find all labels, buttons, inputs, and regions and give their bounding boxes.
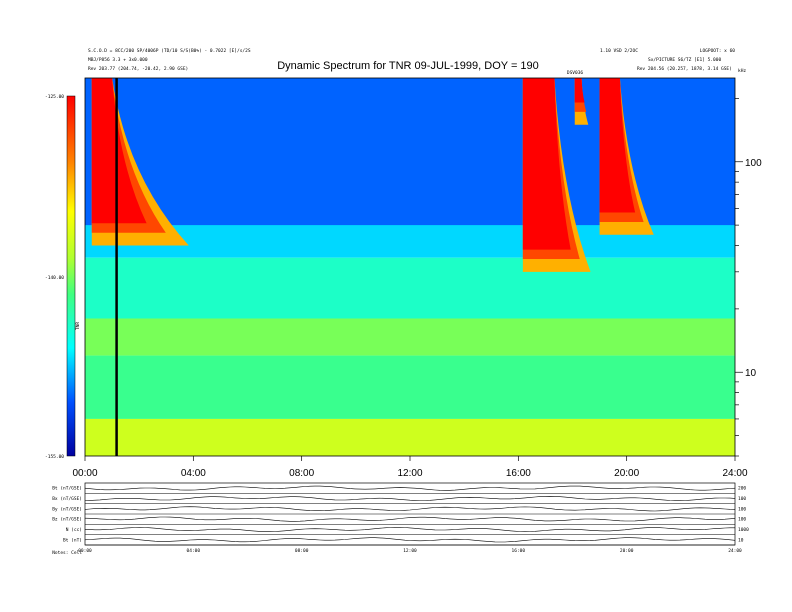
y-unit-label: kHz <box>738 68 746 74</box>
lower-row-trace <box>84 527 735 533</box>
lower-x-tick-label: 12:00 <box>403 548 417 554</box>
colorbar-min-label: -155.00 <box>45 454 64 460</box>
lower-row-label: Bx (nT/GSE) <box>52 496 82 502</box>
chart-title: Dynamic Spectrum for TNR 09-JUL-1999, DO… <box>277 60 539 72</box>
lower-row-label: Bt (nT) <box>63 537 82 543</box>
lower-row-scale: 200 <box>738 486 746 492</box>
x-tick-label: 04:00 <box>181 468 206 479</box>
y-axis: 100 10 <box>735 98 762 457</box>
colorbar-max-label: -125.00 <box>45 94 64 100</box>
lower-row-label: Bt (nT/GSE) <box>52 486 82 492</box>
x-tick-label: 16:00 <box>506 468 531 479</box>
burst-3-layer-3 <box>574 78 585 103</box>
y-tick-label: 10 <box>745 368 757 379</box>
x-tick-label: 20:00 <box>614 468 639 479</box>
lower-x-tick-label: 24:00 <box>728 548 742 554</box>
lower-row-label: Bz (nT/GSE) <box>52 517 82 523</box>
spectrum-band-floor <box>85 418 735 456</box>
lower-row-trace <box>84 506 736 512</box>
colorbar-label: TNR <box>75 322 81 330</box>
lower-row-scale: 100 <box>738 496 746 502</box>
burst-1-layer-3 <box>91 78 147 224</box>
x-tick-label: 12:00 <box>397 468 422 479</box>
colorbar-mid-label: -140.00 <box>45 275 64 281</box>
header-right-line-4: Rev 204.56 (20.257, 1878, 3.14 GSE) <box>637 66 732 72</box>
header-left-line-2: MBJ/P856 3.3 + 3x0.000 <box>88 57 148 63</box>
burst-4-layer-3 <box>599 78 636 213</box>
lower-row-scale: 1000 <box>738 527 749 533</box>
header-left-line-1: S.C.O.D = 8CC/200 SP/4006P (TD/10 S/S(B0… <box>88 48 251 54</box>
burst-2-layer-3 <box>522 78 571 250</box>
lower-x-tick-label: 16:00 <box>512 548 526 554</box>
header-left-line-3: Rev 203.77 (204.74, -20.42, 2.90 GSE) <box>88 66 188 72</box>
lower-parameter-panel: Bt (nT/GSE) 200 Bx (nT/GSE) 100 By (nT/GSE) 1… <box>52 482 749 556</box>
header-right-line-3: Sx/PICTURE S6/TZ [E1] 5.000 <box>648 57 721 63</box>
lower-x-tick-label: 20:00 <box>620 548 634 554</box>
event-marker-label: DSV036 <box>567 70 584 76</box>
header-right-line-2: LOGPOOT: x 60 <box>700 48 736 54</box>
lower-row-label: By (nT/GSE) <box>52 506 82 512</box>
lower-row-scale: 10 <box>738 537 744 543</box>
x-tick-label: 00:00 <box>72 468 97 479</box>
x-tick-label: 24:00 <box>722 468 747 479</box>
lower-row-trace <box>84 516 736 522</box>
lower-row-trace <box>84 485 736 491</box>
lower-row-label: N (cc) <box>66 527 82 533</box>
spectrum-band-low <box>85 355 735 419</box>
lower-x-tick-label: 04:00 <box>187 548 201 554</box>
spectrogram <box>85 78 735 456</box>
spectrum-band-green <box>85 257 735 319</box>
header-right-line-1: 1.10 VSD 2/2OC <box>600 48 638 54</box>
lower-row-trace <box>84 495 736 501</box>
spectrum-band-yellow <box>85 318 735 356</box>
lower-x-tick-label: 00:00 <box>78 548 92 554</box>
lower-notes-label: Notes: Cell <box>52 550 82 556</box>
lower-x-tick-label: 08:00 <box>295 548 309 554</box>
y-tick-label: 100 <box>745 158 762 169</box>
x-axis: 00:00 04:00 08:00 12:00 16:00 20:00 24:00 <box>72 456 748 479</box>
x-tick-label: 08:00 <box>289 468 314 479</box>
lower-row-trace <box>84 537 736 543</box>
lower-row-scale: 100 <box>738 506 746 512</box>
lower-row-scale: 100 <box>738 517 746 523</box>
colorbar <box>66 95 76 457</box>
